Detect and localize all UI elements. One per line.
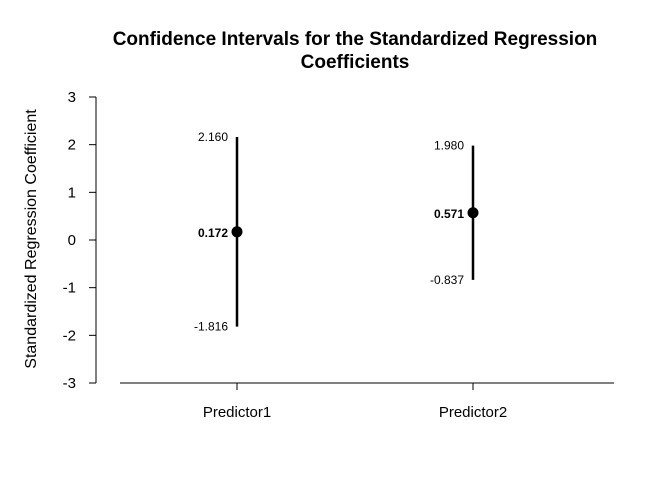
- y-tick-label: 0: [68, 232, 76, 249]
- y-tick-label: 1: [68, 184, 76, 201]
- upper-bound-label: 2.160: [198, 130, 228, 144]
- lower-bound-label: -0.837: [430, 273, 464, 287]
- y-axis: 3 2 1 0 -1 -2 -3: [63, 89, 97, 392]
- estimate-point: [467, 207, 479, 219]
- lower-bound-label: -1.816: [194, 320, 228, 334]
- chart-title-line-1: Confidence Intervals for the Standardize…: [113, 29, 598, 50]
- y-tick-label: -2: [63, 327, 76, 344]
- y-axis-label: Standardized Regression Coefficient: [23, 109, 40, 369]
- y-tick-label: -1: [63, 280, 76, 297]
- x-axis: Predictor1 Predictor2: [120, 382, 614, 421]
- chart-marks: 2.160 0.172 -1.816 1.980 0.571 -0.837: [194, 130, 479, 334]
- x-tick-label: Predictor2: [439, 404, 507, 421]
- chart-title-line-2: Coefficients: [301, 52, 410, 73]
- x-tick-label: Predictor1: [203, 404, 271, 421]
- upper-bound-label: 1.980: [434, 139, 464, 153]
- y-tick-label: -3: [63, 375, 76, 392]
- y-tick-label: 3: [68, 89, 76, 106]
- y-tick-label: 2: [68, 137, 76, 154]
- estimate-point: [231, 226, 243, 238]
- estimate-label: 0.571: [434, 207, 464, 221]
- estimate-label: 0.172: [198, 226, 228, 240]
